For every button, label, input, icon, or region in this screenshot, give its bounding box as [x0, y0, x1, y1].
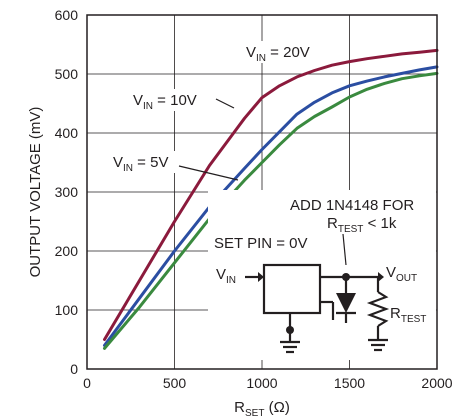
junction-dot-ground [286, 326, 294, 334]
leader-vin-5v [178, 165, 239, 181]
y-tick-label-300: 300 [55, 184, 79, 200]
vout-arrow [378, 272, 384, 282]
x-tick-label-500: 500 [163, 375, 187, 391]
x-axis-title: RSET (Ω) [234, 399, 290, 419]
inset-circuit: ADD 1N4148 FOR RTEST < 1k SET PIN = 0V V… [208, 190, 436, 360]
vin-arrow [258, 272, 264, 282]
x-tick-label-0: 0 [83, 375, 91, 391]
y-tick-label-500: 500 [55, 66, 79, 82]
y-tick-label-200: 200 [55, 243, 79, 259]
set-pin-note: SET PIN = 0V [214, 235, 308, 252]
series-label-vin-10v: VIN = 10V [133, 92, 197, 112]
x-tick-label-2000: 2000 [421, 375, 452, 391]
x-tick-labels: 0 500 1000 1500 2000 [83, 375, 453, 391]
y-tick-label-100: 100 [55, 302, 79, 318]
leader-vin-10v [215, 98, 235, 109]
y-tick-labels: 0 100 200 300 400 500 600 [55, 7, 79, 377]
rtest-condition: RTEST < 1k [327, 215, 397, 235]
regulator-box [262, 263, 322, 315]
x-tick-label-1000: 1000 [246, 375, 277, 391]
circuit-wiring [245, 263, 390, 354]
series-line-0 [103, 48, 439, 341]
y-axis-title: OUTPUT VOLTAGE (mV) [27, 107, 44, 278]
leader-add-diode [342, 233, 347, 266]
rtest-label: RTEST [390, 305, 426, 325]
plot-frame [86, 14, 438, 370]
junction-dot-vout [342, 273, 350, 281]
inset-background [208, 190, 436, 360]
vin-label: VIN [216, 266, 236, 286]
series-line-2 [103, 71, 439, 350]
series-label-vin-20v: VIN = 20V [246, 44, 310, 64]
vout-label: VOUT [386, 264, 417, 284]
diode-symbol [336, 293, 356, 313]
series-lines [103, 48, 439, 350]
series-labels: VIN = 20V VIN = 10V VIN = 5V [110, 41, 331, 181]
y-tick-label-400: 400 [55, 125, 79, 141]
series-label-vin-5v: VIN = 5V [113, 154, 168, 174]
y-tick-label-0: 0 [70, 361, 78, 377]
add-diode-note: ADD 1N4148 FOR [290, 197, 414, 214]
rtest-resistor [366, 291, 390, 327]
y-tick-label-600: 600 [55, 7, 79, 23]
x-tick-label-1500: 1500 [334, 375, 365, 391]
series-line-1 [103, 65, 439, 347]
